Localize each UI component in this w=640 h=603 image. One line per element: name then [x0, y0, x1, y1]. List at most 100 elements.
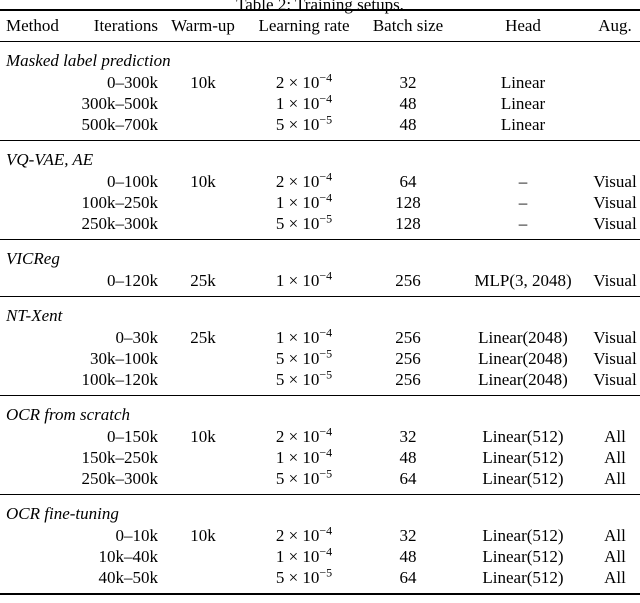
- cell-learning-rate: 2 × 10−4: [248, 170, 360, 192]
- table-top-rule: [0, 9, 640, 11]
- cell-learning-rate: 5 × 10−5: [248, 466, 360, 489]
- cell-warmup: [158, 447, 248, 468]
- cell-batch-size: 256: [395, 328, 421, 347]
- cell-batch-size: 64: [399, 568, 417, 587]
- table-section: OCR fine-tuning 0–10k 10k 2 × 10−4 32 Linear(…: [0, 495, 640, 593]
- cell-batch-size: 32: [399, 427, 417, 446]
- table-row: 0–30k 25k 1 × 10−4 256 Linear(2048) Visual: [0, 326, 640, 348]
- cell-learning-rate: 5 × 10−5: [248, 211, 360, 234]
- cell-head: Linear(2048): [478, 370, 568, 389]
- cell-method: [0, 270, 64, 291]
- cell-head: –: [518, 172, 528, 191]
- learning-rate-base: 2 × 10: [275, 526, 320, 545]
- cell-aug: [590, 93, 640, 114]
- table-row: 10k–40k 1 × 10−4 48 Linear(512) All: [0, 545, 640, 567]
- table-header-row: Method Iterations Warm-up Learning rate …: [0, 11, 640, 42]
- cell-aug: Visual: [593, 193, 637, 212]
- cell-head: –: [518, 214, 528, 233]
- cell-iterations: 250k–300k: [81, 214, 159, 233]
- cell-aug: Visual: [593, 370, 637, 389]
- table-section: VQ-VAE, AE 0–100k 10k 2 × 10−4 64– Visual 100k…: [0, 141, 640, 240]
- cell-aug: Visual: [593, 328, 637, 347]
- table-row: 150k–250k 1 × 10−4 48 Linear(512) All: [0, 445, 640, 468]
- learning-rate-base: 5 × 10: [275, 349, 320, 368]
- cell-head: Linear: [500, 115, 546, 134]
- table-section: NT-Xent 0–30k 25k 1 × 10−4 256 Linear(2048) Vi…: [0, 297, 640, 396]
- cell-learning-rate: 2 × 10−4: [248, 71, 360, 93]
- learning-rate-exponent: −4: [319, 523, 333, 538]
- cell-warmup: 10k: [190, 73, 216, 92]
- table-row: 40k–50k 5 × 10−5 64 Linear(512) All: [0, 566, 640, 588]
- cell-learning-rate: 2 × 10−4: [248, 424, 360, 447]
- table-row: 0–150k 10k 2 × 10−4 32 Linear(512) All: [0, 424, 640, 447]
- cell-aug: Visual: [593, 349, 637, 368]
- cell-method: [0, 192, 64, 213]
- cell-learning-rate: 5 × 10−5: [248, 347, 360, 369]
- learning-rate-exponent: −4: [319, 424, 333, 439]
- learning-rate-base: 2 × 10: [275, 172, 320, 191]
- table-row: 0–300k 10k 2 × 10−4 32 Linear: [0, 71, 640, 93]
- learning-rate-exponent: −4: [319, 190, 333, 205]
- learning-rate-exponent: −4: [319, 445, 333, 460]
- learning-rate-exponent: −5: [319, 466, 333, 481]
- cell-head: –: [518, 193, 528, 212]
- learning-rate-base: 5 × 10: [275, 568, 320, 587]
- table-row: 0–100k 10k 2 × 10−4 64 – Visual: [0, 170, 640, 192]
- table-section: OCR from scratch 0–150k 10k 2 × 10−4 32 Linea…: [0, 396, 640, 495]
- cell-iterations: 150k–250k: [81, 448, 159, 467]
- cell-head: MLP(3, 2048): [474, 271, 572, 290]
- cell-method: [0, 114, 64, 135]
- cell-learning-rate: 5 × 10−5: [248, 113, 360, 135]
- cell-method: [0, 546, 64, 567]
- cell-iterations: 500k–700k: [81, 115, 159, 134]
- cell-warmup: [158, 93, 248, 114]
- learning-rate-base: 1 × 10: [275, 448, 320, 467]
- cell-method: [0, 567, 64, 588]
- table-row: 100k–120k 5 × 10−5 256 Linear(2048) Visual: [0, 368, 640, 390]
- cell-head: Linear(512): [482, 547, 564, 566]
- cell-head: Linear(512): [482, 568, 564, 587]
- cell-warmup: 25k: [190, 271, 216, 290]
- table-bottom-rule: [0, 593, 640, 595]
- section-method-label: OCR from scratch: [6, 405, 131, 424]
- cell-batch-size: 256: [395, 271, 421, 290]
- cell-method: [0, 426, 64, 447]
- cell-warmup: [158, 213, 248, 234]
- learning-rate-base: 5 × 10: [275, 214, 320, 233]
- column-header-learning-rate: Learning rate: [258, 16, 350, 35]
- cell-learning-rate: 5 × 10−5: [248, 566, 360, 588]
- cell-learning-rate: 1 × 10−4: [248, 190, 360, 213]
- table-caption: Table 2: Training setups.: [236, 0, 404, 14]
- cell-method: [0, 327, 64, 348]
- cell-method: [0, 348, 64, 369]
- cell-aug: All: [604, 427, 626, 446]
- learning-rate-base: 1 × 10: [275, 547, 320, 566]
- learning-rate-base: 5 × 10: [275, 469, 320, 488]
- cell-method: [0, 213, 64, 234]
- cell-batch-size: 128: [395, 214, 421, 233]
- cell-iterations: 0–120k: [107, 271, 158, 290]
- cell-batch-size: 48: [399, 547, 417, 566]
- cell-iterations: 40k–50k: [98, 568, 159, 587]
- learning-rate-exponent: −5: [319, 211, 333, 226]
- cell-head: Linear(512): [482, 469, 564, 488]
- cell-aug: All: [604, 568, 626, 587]
- cell-learning-rate: 5 × 10−5: [248, 368, 360, 390]
- cell-iterations: 0–100k: [107, 172, 158, 191]
- learning-rate-base: 1 × 10: [275, 328, 320, 347]
- cell-aug: [590, 72, 640, 93]
- cell-aug: All: [604, 469, 626, 488]
- table-row: 30k–100k 5 × 10−5 256 Linear(2048) Visual: [0, 347, 640, 369]
- cell-batch-size: 48: [399, 115, 417, 134]
- cell-head: Linear(512): [482, 427, 564, 446]
- cell-method: [0, 93, 64, 114]
- cell-warmup: [158, 348, 248, 369]
- cell-iterations: 0–150k: [107, 427, 158, 446]
- cell-batch-size: 256: [395, 370, 421, 389]
- cell-batch-size: 48: [399, 448, 417, 467]
- column-header-batch-size: Batch size: [372, 16, 444, 35]
- learning-rate-base: 5 × 10: [275, 115, 320, 134]
- cell-aug: All: [604, 526, 626, 545]
- cell-learning-rate: 1 × 10−4: [248, 92, 360, 114]
- cell-method: [0, 447, 64, 468]
